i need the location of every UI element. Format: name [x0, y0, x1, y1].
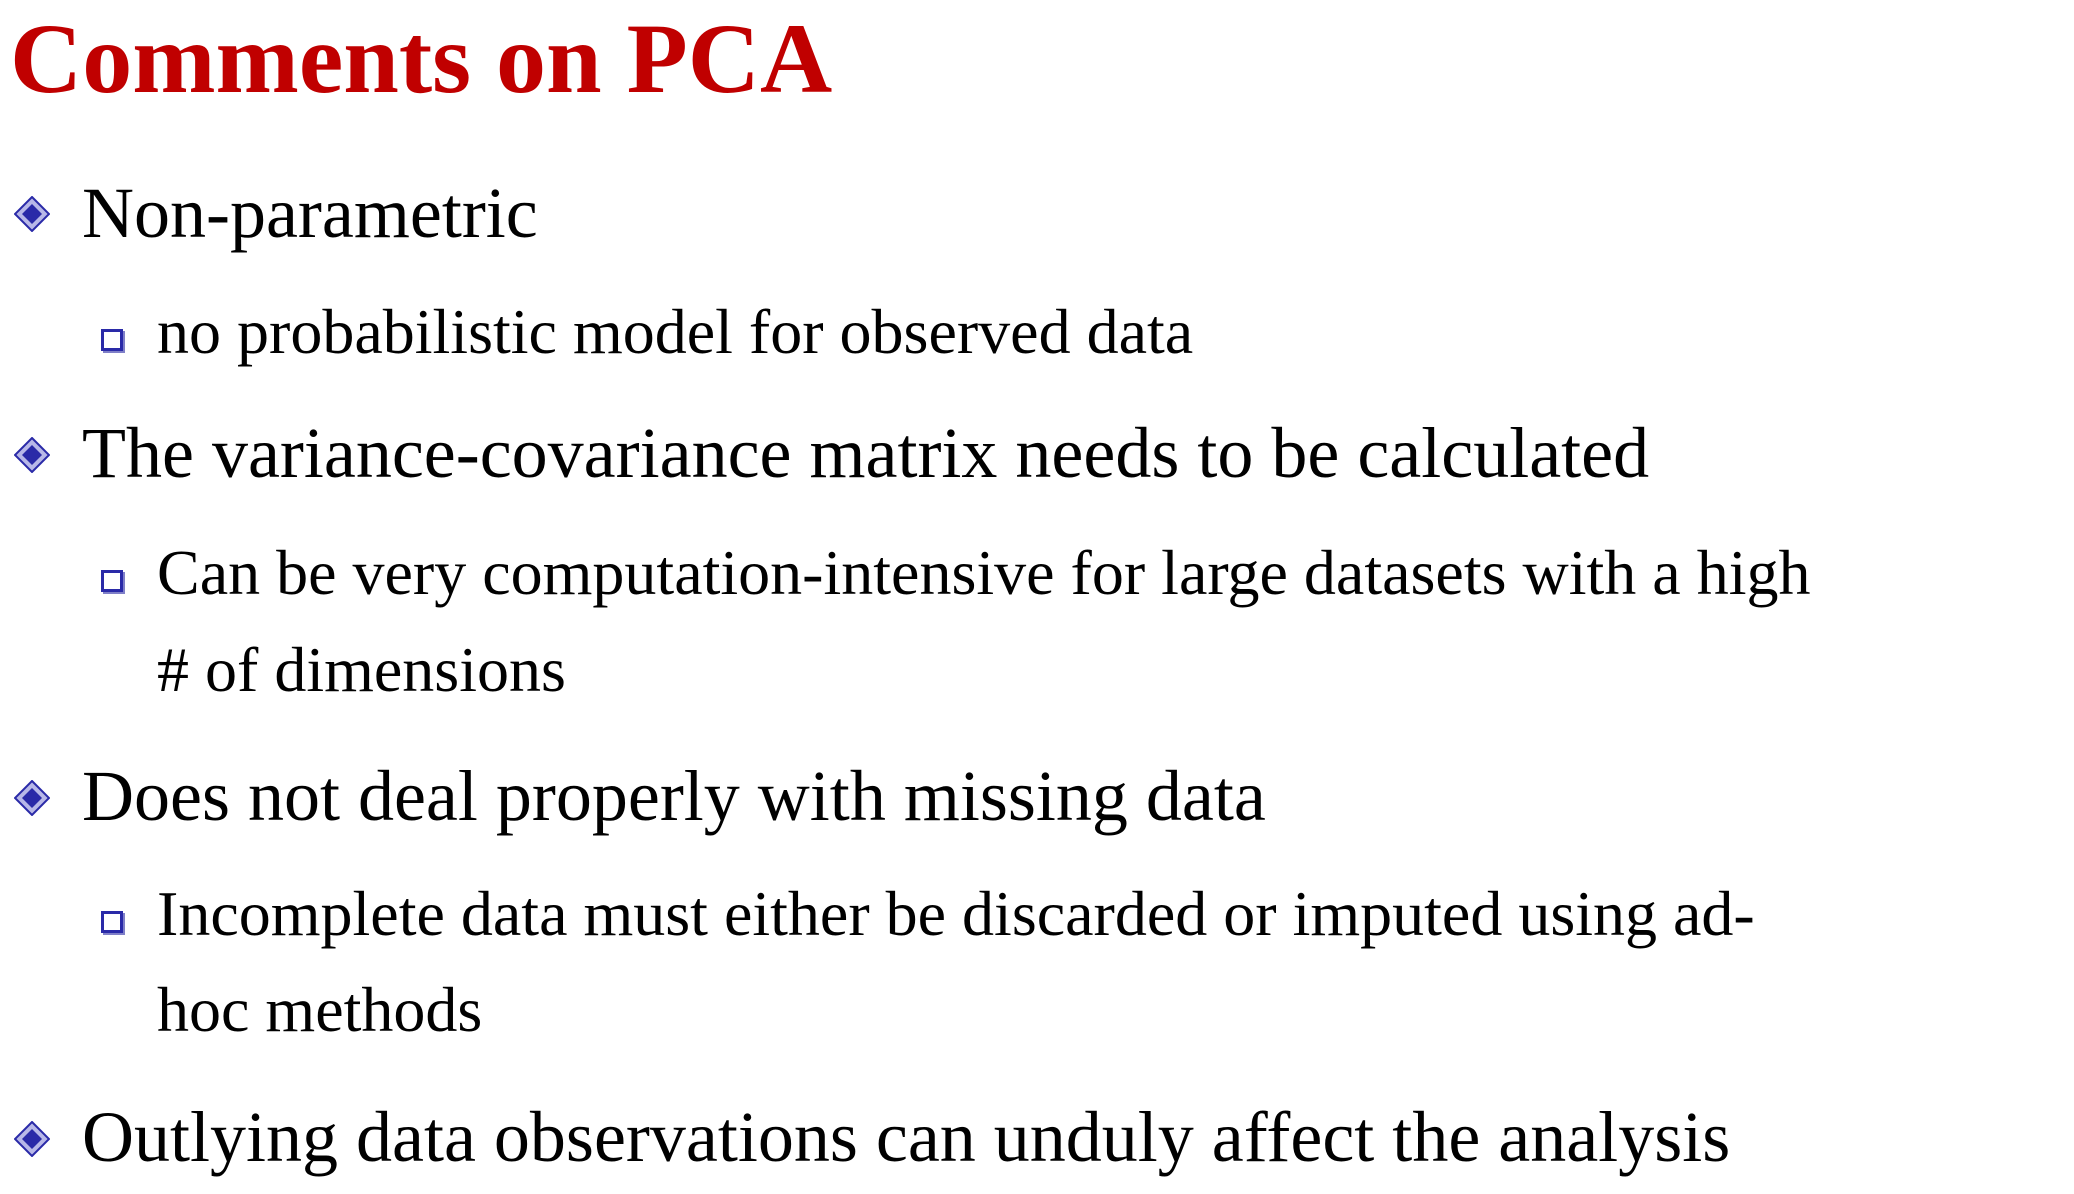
- square-bullet-icon: [101, 570, 123, 592]
- bullet-item-variance-covariance: The variance-covariance matrix needs to …: [82, 413, 1650, 493]
- square-bullet-icon: [101, 329, 123, 351]
- diamond-bullet-icon: [14, 196, 50, 232]
- sub-item-no-probabilistic-model: no probabilistic model for observed data: [157, 296, 1194, 367]
- diamond-bullet-icon: [14, 437, 50, 473]
- sub-item-incomplete-data-line1: Incomplete data must either be discarded…: [157, 878, 1755, 949]
- diamond-bullet-icon: [14, 780, 50, 816]
- bullet-item-outlying-observations: Outlying data observations can unduly af…: [82, 1097, 1731, 1177]
- sub-item-computation-intensive-line2: # of dimensions: [157, 634, 566, 705]
- sub-item-computation-intensive-line1: Can be very computation-intensive for la…: [157, 537, 1811, 608]
- diamond-bullet-icon: [14, 1121, 50, 1157]
- square-bullet-icon: [101, 911, 123, 933]
- bullet-item-missing-data: Does not deal properly with missing data: [82, 756, 1266, 836]
- sub-item-incomplete-data-line2: hoc methods: [157, 974, 483, 1045]
- bullet-item-nonparametric: Non-parametric: [82, 173, 538, 253]
- slide-title: Comments on PCA: [10, 3, 833, 114]
